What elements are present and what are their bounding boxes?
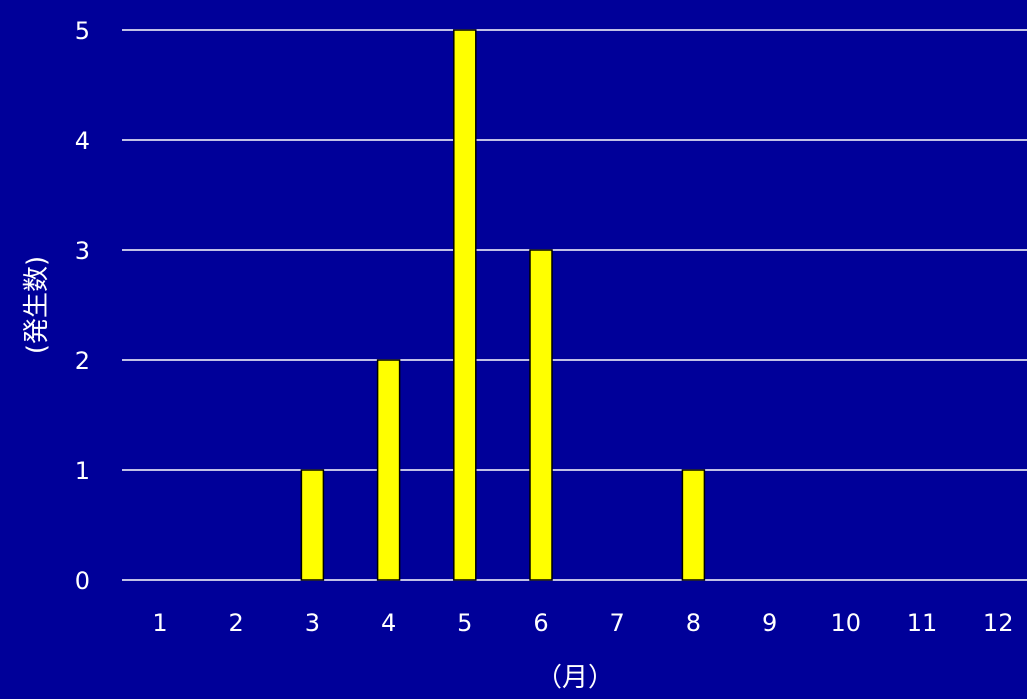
y-tick-label-0: 0 (75, 567, 90, 595)
x-tick-label-1: 1 (152, 609, 167, 637)
y-tick-label-3: 3 (75, 237, 90, 265)
x-tick-label-11: 11 (907, 609, 938, 637)
x-tick-label-7: 7 (610, 609, 625, 637)
bar-4 (376, 359, 401, 581)
x-tick-label-8: 8 (686, 609, 701, 637)
x-axis-title: （月） (536, 663, 614, 693)
x-tick-label-9: 9 (762, 609, 777, 637)
x-tick-label-12: 12 (983, 609, 1014, 637)
y-tick-label-2: 2 (75, 347, 90, 375)
y-tick-label-4: 4 (75, 127, 90, 155)
x-tick-label-10: 10 (831, 609, 862, 637)
x-tick-label-2: 2 (229, 609, 244, 637)
x-tick-label-6: 6 (533, 609, 548, 637)
x-tick-label-3: 3 (305, 609, 320, 637)
bar-6 (529, 249, 553, 581)
x-tick-label-4: 4 (381, 609, 396, 637)
y-axis-tick-labels: 0 1 2 3 4 5 (75, 17, 90, 595)
x-tick-label-5: 5 (457, 609, 472, 637)
bar-3 (300, 469, 325, 581)
bar-5 (453, 29, 477, 581)
y-tick-label-1: 1 (75, 457, 90, 485)
gridlines (122, 29, 1027, 581)
y-axis-title: (発生数) (22, 256, 52, 354)
y-tick-label-5: 5 (75, 17, 90, 45)
bars (300, 29, 706, 581)
bar-8 (681, 469, 706, 581)
x-axis-tick-labels: 1 2 3 4 5 6 7 8 9 10 11 12 (152, 609, 1013, 637)
